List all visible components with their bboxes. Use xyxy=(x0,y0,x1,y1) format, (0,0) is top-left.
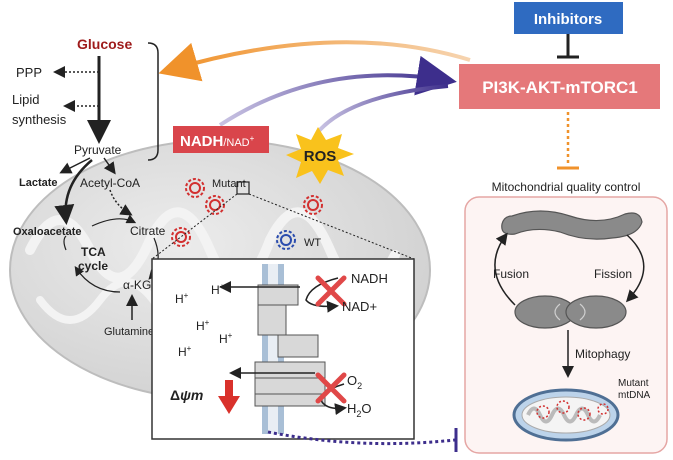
tca-arrow-1 xyxy=(91,214,137,227)
acetyl-coa-label: Acetyl-CoA xyxy=(80,176,140,190)
mutant-mitochondrion-mtdna xyxy=(536,400,609,421)
mitophagy-label: Mitophagy xyxy=(575,347,630,361)
glutamine-label: Glutamine xyxy=(104,326,154,338)
membrane-potential-label: Δψm xyxy=(170,387,203,403)
inhibitors-label: Inhibitors xyxy=(534,11,602,28)
complex-iv xyxy=(254,361,326,407)
wt-label: WT xyxy=(304,237,321,249)
qc-title: Mitochondrial quality control xyxy=(492,180,641,194)
elongated-mitochondrion xyxy=(501,210,643,240)
mutant-label: Mutant xyxy=(212,178,246,190)
mutant-mitochondrion xyxy=(512,388,620,442)
complex-i xyxy=(257,284,319,358)
ros-star xyxy=(286,127,354,184)
proton-label-1: H+ xyxy=(211,282,225,297)
tca-arrow-3 xyxy=(74,266,121,293)
etc-nadh-label: NADH xyxy=(351,271,388,286)
zoom-square xyxy=(236,181,250,195)
ppp-label: PPP xyxy=(16,65,42,80)
pyruvate-to-acetyl-arrow xyxy=(103,157,116,175)
citrate-label: Citrate xyxy=(130,224,166,238)
oxygen-cross xyxy=(315,372,347,404)
ros-label: ROS xyxy=(304,148,337,165)
nadh-box xyxy=(173,126,269,153)
zoom-line-right xyxy=(248,193,415,260)
akg-label: α-KG xyxy=(123,278,151,292)
etc-nadplus-label: NAD+ xyxy=(342,299,377,314)
qc-panel xyxy=(464,196,668,454)
nadh-ratio-label: NADH/NAD+ xyxy=(180,133,255,150)
proton-label-3: H+ xyxy=(196,318,210,333)
mutant-mtdna-ring xyxy=(171,178,323,247)
lactate-label: Lactate xyxy=(19,177,58,189)
mutant-mtdna-label-2: mtDNA xyxy=(618,390,651,401)
dividing-mitochondrion xyxy=(514,295,627,329)
lipid-label-2: synthesis xyxy=(12,112,67,127)
lipid-label-1: Lipid xyxy=(12,92,39,107)
zoom-line-left xyxy=(151,193,238,260)
pathway-box xyxy=(459,64,660,109)
glucose-bracket xyxy=(147,42,159,161)
fusion-label: Fusion xyxy=(493,267,529,281)
pathway-to-glucose-arrow xyxy=(158,40,471,82)
fission-label: Fission xyxy=(594,267,632,281)
oxaloacetate-label: Oxaloacetate xyxy=(13,226,81,238)
nadh-cross xyxy=(315,275,347,307)
nadh-to-pathway-arrow xyxy=(218,55,457,127)
proton-label-5: H+ xyxy=(178,344,192,359)
inhibitors-box xyxy=(514,2,623,34)
proton-label-4: H+ xyxy=(219,331,233,346)
fission-arrow xyxy=(625,234,645,303)
tca-label-2: cycle xyxy=(78,259,108,273)
proton-label-2: H+ xyxy=(175,291,189,306)
tca-label-1: TCA xyxy=(81,245,106,259)
acetyl-to-citrate-arrow xyxy=(109,189,133,216)
fusion-arrow xyxy=(494,232,516,306)
membrane-potential-down-arrow xyxy=(218,380,240,414)
pyruvate-to-lactate-arrow xyxy=(59,157,91,174)
ros-to-pathway-arrow xyxy=(316,84,449,134)
tca-arrow-4 xyxy=(63,235,67,251)
water-label: H2O xyxy=(347,401,372,419)
glucose-label: Glucose xyxy=(77,36,132,52)
mutant-mtdna-label-1: Mutant xyxy=(618,378,649,389)
pyruvate-label: Pyruvate xyxy=(74,143,122,157)
pathway-label: PI3K-AKT-mTORC1 xyxy=(482,78,638,97)
pyruvate-to-oaa-arrow xyxy=(54,159,93,225)
wt-mtdna-ring xyxy=(276,230,296,250)
oxygen-label: O2 xyxy=(347,373,362,391)
